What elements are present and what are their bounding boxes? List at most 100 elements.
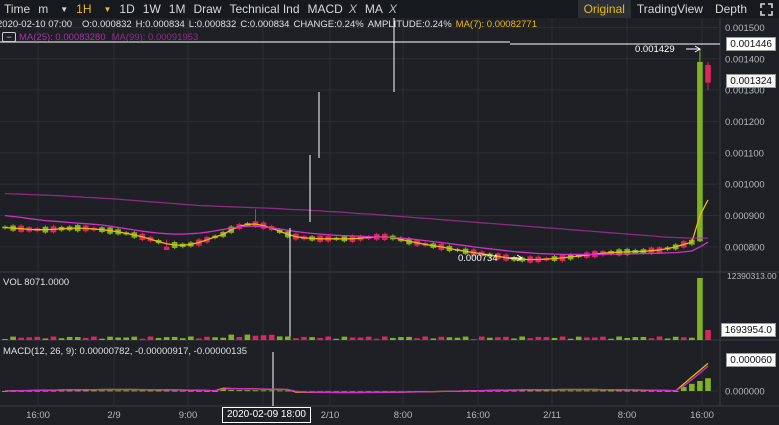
volume-bar [2,339,8,340]
volume-bar [34,336,41,340]
volume-bar [487,337,493,340]
close-icon[interactable]: X [388,2,397,16]
macd-histogram-bar [34,390,41,392]
macd-histogram-bar [123,390,130,392]
time-tick-label: 2/9 [107,410,120,421]
crosshair-time-label: 2020-02-09 18:00 [222,407,311,423]
ohlc-date: 2020-02-10 07:00 [0,19,73,30]
volume-bar [462,336,469,340]
macd-histogram-bar [131,390,138,392]
macd-histogram-bar [624,390,630,392]
time-tick-label: 16:00 [466,410,490,421]
volume-bar [446,337,453,340]
macd-histogram-bar [535,390,542,392]
volume-bar [244,334,251,340]
macd-histogram-bar [519,390,525,392]
volume-bar [527,338,534,340]
macd-histogram-bar [196,390,202,392]
collapse-icon[interactable]: − [2,32,16,42]
macd-histogram-bar [107,390,113,392]
macd-histogram-bar [487,390,493,392]
interval-1d[interactable]: 1D [119,2,135,16]
volume-bar [333,338,340,340]
macd-histogram-bar [381,391,388,392]
volume-bar [341,336,348,340]
macd-histogram-bar [349,391,356,392]
view-tradingview[interactable]: TradingView [636,2,703,16]
macd-histogram-bar [147,390,154,392]
volume-bar [559,336,566,340]
interval-1m[interactable]: 1M [168,2,186,16]
view-original[interactable]: Original [577,0,631,18]
volume-bar [26,337,33,340]
macd-histogram-bar [632,390,639,392]
volume-bar [390,337,396,340]
volume-bar [689,337,695,340]
volume-bar [220,337,226,340]
macd-histogram-bar [689,383,695,391]
volume-bar [535,336,542,340]
volume-bar [301,336,307,340]
macd-histogram-bar [503,390,509,392]
macd-label: MACD(12, 26, 9): 0.00000782, -0.00000917… [3,346,248,357]
volume-bar [83,337,89,340]
view-depth[interactable]: Depth [714,2,747,16]
indicator-macd-label: MACD [307,2,343,16]
macd-histogram-bar [608,390,614,392]
close-icon[interactable]: X [348,2,357,16]
volume-bar [325,336,332,340]
macd-histogram-bar [91,390,97,392]
hour-interval-select[interactable]: 1H ▼ [72,0,115,18]
macd-histogram-bar [495,390,501,392]
ohlc-info: 2020-02-10 07:00 O:0.000832 H:0.000834 L… [0,18,541,31]
fullscreen-icon[interactable] [753,0,779,18]
macd-histogram-bar [697,380,703,391]
volume-bar [309,337,315,340]
time-tick-label: 16:00 [26,410,50,421]
macd-histogram-bar [228,389,235,391]
volume-bar [495,337,501,340]
indicator-macd[interactable]: MACD X [304,0,361,18]
ma25-value: MA(25): 0.00083280 [19,31,106,43]
technical-indicators-button[interactable]: Technical Ind [229,2,300,16]
price-tick-label: 0.000800 [725,242,765,253]
macd-histogram-bar [680,386,687,391]
view-switcher: Original TradingView Depth [577,0,779,18]
volume-bar [58,338,65,340]
volume-bar [155,337,162,340]
ohlc-change: CHANGE:0.24% [293,19,364,30]
min-arrow-head [516,254,523,262]
macd-histogram-bar [276,390,283,392]
fullscreen-glyph [759,2,773,16]
price-tag-macd: 0.000060 [726,353,776,367]
volume-bar [18,337,24,340]
macd-histogram-bar [260,390,267,392]
macd-histogram-bar [268,390,275,392]
minute-interval-select[interactable]: m ▼ [34,0,72,18]
price-tick-label: 0.001300 [725,86,765,97]
macd-dif-line [4,362,709,394]
volume-bar [705,330,711,340]
macd-histogram-bar [163,390,170,392]
interval-1w[interactable]: 1W [142,2,161,16]
volume-bar [575,336,582,340]
volume-bar [640,336,647,340]
macd-histogram-bar [244,390,251,392]
min-price-label: 0.000734 [458,253,498,264]
volume-bar [107,336,113,340]
macd-dea-line [4,365,709,394]
draw-button[interactable]: Draw [193,2,222,16]
volume-bar [373,338,380,340]
time-label[interactable]: Time [4,2,31,16]
dropdown-arrow-icon: ▼ [103,4,112,14]
macd-histogram-bar [592,390,598,392]
volume-bar [616,336,622,340]
volume-bar [478,336,485,340]
volume-bar [470,338,477,340]
indicator-ma[interactable]: MA X [361,0,401,18]
macd-histogram-bar [656,390,663,392]
volume-label: VOL 8071.0000 [3,277,70,288]
volume-bar [228,334,235,340]
volume-bar [357,337,364,340]
